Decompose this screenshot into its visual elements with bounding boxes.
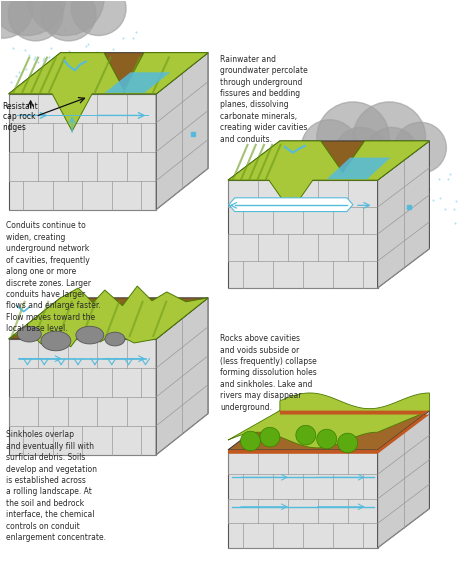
Circle shape (71, 0, 126, 35)
Ellipse shape (76, 326, 104, 344)
Polygon shape (9, 53, 208, 131)
Circle shape (8, 0, 63, 41)
Circle shape (335, 127, 387, 178)
Circle shape (296, 425, 316, 445)
Circle shape (41, 0, 96, 41)
Polygon shape (229, 198, 353, 211)
Bar (9, 339, 156, 455)
Circle shape (240, 431, 260, 451)
Polygon shape (378, 411, 429, 548)
Circle shape (0, 0, 66, 35)
Circle shape (317, 102, 389, 173)
Bar (9, 94, 156, 210)
Text: Rainwater and
groundwater percolate
through underground
fissures and bedding
pla: Rainwater and groundwater percolate thro… (220, 55, 308, 144)
Polygon shape (327, 158, 391, 179)
Polygon shape (378, 141, 429, 288)
Circle shape (394, 122, 447, 173)
Circle shape (0, 0, 33, 38)
Polygon shape (228, 393, 429, 448)
Polygon shape (228, 411, 429, 450)
Bar (228, 180, 378, 288)
Polygon shape (228, 411, 429, 454)
Bar (228, 450, 378, 548)
Circle shape (301, 120, 358, 176)
Text: Rocks above cavities
and voids subside or
(less frequently) collapse
forming dis: Rocks above cavities and voids subside o… (220, 334, 317, 412)
Polygon shape (228, 141, 429, 211)
Circle shape (27, 0, 104, 35)
Polygon shape (156, 53, 208, 210)
Polygon shape (9, 53, 208, 94)
Ellipse shape (18, 326, 41, 342)
Text: Conduits continue to
widen, creating
underground network
of cavities, frequently: Conduits continue to widen, creating und… (6, 222, 100, 333)
Polygon shape (9, 286, 208, 347)
Circle shape (366, 127, 418, 178)
Circle shape (353, 102, 426, 173)
Circle shape (317, 429, 337, 449)
Circle shape (260, 427, 280, 447)
Ellipse shape (105, 332, 125, 346)
Text: Resistant
cap rock
ridges: Resistant cap rock ridges (3, 102, 38, 131)
Text: Sinkholes overlap
and eventually fill with
surficial debris. Soils
develop and v: Sinkholes overlap and eventually fill wi… (6, 430, 106, 542)
Polygon shape (228, 141, 429, 180)
Ellipse shape (41, 331, 71, 351)
Polygon shape (156, 298, 208, 455)
Polygon shape (9, 298, 208, 339)
Circle shape (337, 433, 358, 453)
Polygon shape (105, 73, 170, 93)
